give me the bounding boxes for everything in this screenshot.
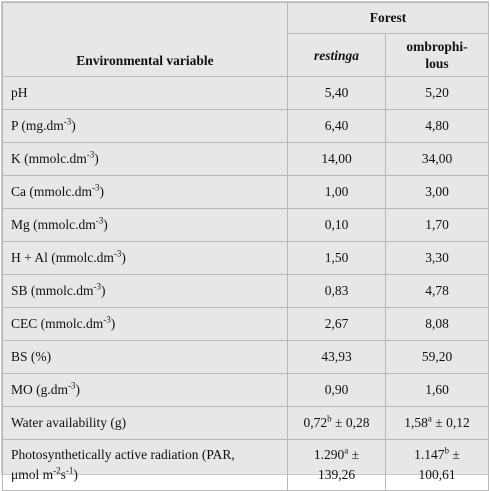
table-row: SB (mmolc.dm-3) 0,83 4,78: [2, 274, 489, 308]
cell-ombrophilous: 1,60: [385, 373, 489, 407]
row-label: P (mg.dm-3): [2, 109, 288, 143]
row-label: CEC (mmolc.dm-3): [2, 307, 288, 341]
cell-ombrophilous: 34,00: [385, 142, 489, 176]
row-label: BS (%): [2, 340, 288, 374]
row-label: MO (g.dm-3): [2, 373, 288, 407]
cell-restinga: 6,40: [287, 109, 386, 143]
header-ombrophilous: ombrophi- lous: [385, 33, 489, 77]
row-label: H + Al (mmolc.dm-3): [2, 241, 288, 275]
cell-restinga: 0,83: [287, 274, 386, 308]
table-row: Ca (mmolc.dm-3) 1,00 3,00: [2, 175, 489, 209]
cell-ombrophilous: 5,20: [385, 76, 489, 110]
row-label: Ca (mmolc.dm-3): [2, 175, 288, 209]
cell-ombrophilous: 3,30: [385, 241, 489, 275]
cell-restinga: 14,00: [287, 142, 386, 176]
table-row: H + Al (mmolc.dm-3) 1,50 3,30: [2, 241, 489, 275]
cell-ombrophilous: 8,08: [385, 307, 489, 341]
table-row: Mg (mmolc.dm-3) 0,10 1,70: [2, 208, 489, 242]
table-row: CEC (mmolc.dm-3) 2,67 8,08: [2, 307, 489, 341]
table-row: pH 5,40 5,20: [2, 76, 489, 110]
cell-ombrophilous: 3,00: [385, 175, 489, 209]
table-row: P (mg.dm-3) 6,40 4,80: [2, 109, 489, 143]
cell-restinga: 2,67: [287, 307, 386, 341]
header-environmental-variable: Environmental variable: [2, 2, 288, 77]
table-row-par: Photosynthetically active radiation (PAR…: [2, 439, 489, 491]
cell-ombrophilous: 59,20: [385, 340, 489, 374]
cell-restinga: 0,90: [287, 373, 386, 407]
cell-restinga: 43,93: [287, 340, 386, 374]
cell-ombrophilous: 4,80: [385, 109, 489, 143]
cell-ombrophilous: 1.147b ± 100,61: [385, 439, 489, 491]
cell-restinga: 1,00: [287, 175, 386, 209]
header-forest: Forest: [287, 2, 489, 34]
row-label: SB (mmolc.dm-3): [2, 274, 288, 308]
table-row: BS (%) 43,93 59,20: [2, 340, 489, 374]
cell-ombrophilous: 1,70: [385, 208, 489, 242]
cell-restinga: 1.290a ± 139,26: [287, 439, 386, 491]
cell-ombrophilous: 1,58a ± 0,12: [385, 406, 489, 440]
row-label: K (mmolc.dm-3): [2, 142, 288, 176]
header-restinga: restinga: [287, 33, 386, 77]
header-ombrophilous-line1: ombrophi-: [406, 39, 468, 54]
cell-ombrophilous: 4,78: [385, 274, 489, 308]
row-label-par: Photosynthetically active radiation (PAR…: [2, 439, 288, 491]
table-row: K (mmolc.dm-3) 14,00 34,00: [2, 142, 489, 176]
table-row: MO (g.dm-3) 0,90 1,60: [2, 373, 489, 407]
table-row: Water availability (g) 0,72b ± 0,28 1,58…: [2, 406, 489, 440]
cell-restinga: 1,50: [287, 241, 386, 275]
row-label: Water availability (g): [2, 406, 288, 440]
cell-restinga: 0,72b ± 0,28: [287, 406, 386, 440]
row-label: Mg (mmolc.dm-3): [2, 208, 288, 242]
header-ombrophilous-line2: lous: [425, 56, 449, 71]
cell-restinga: 5,40: [287, 76, 386, 110]
row-label: pH: [2, 76, 288, 110]
cell-restinga: 0,10: [287, 208, 386, 242]
